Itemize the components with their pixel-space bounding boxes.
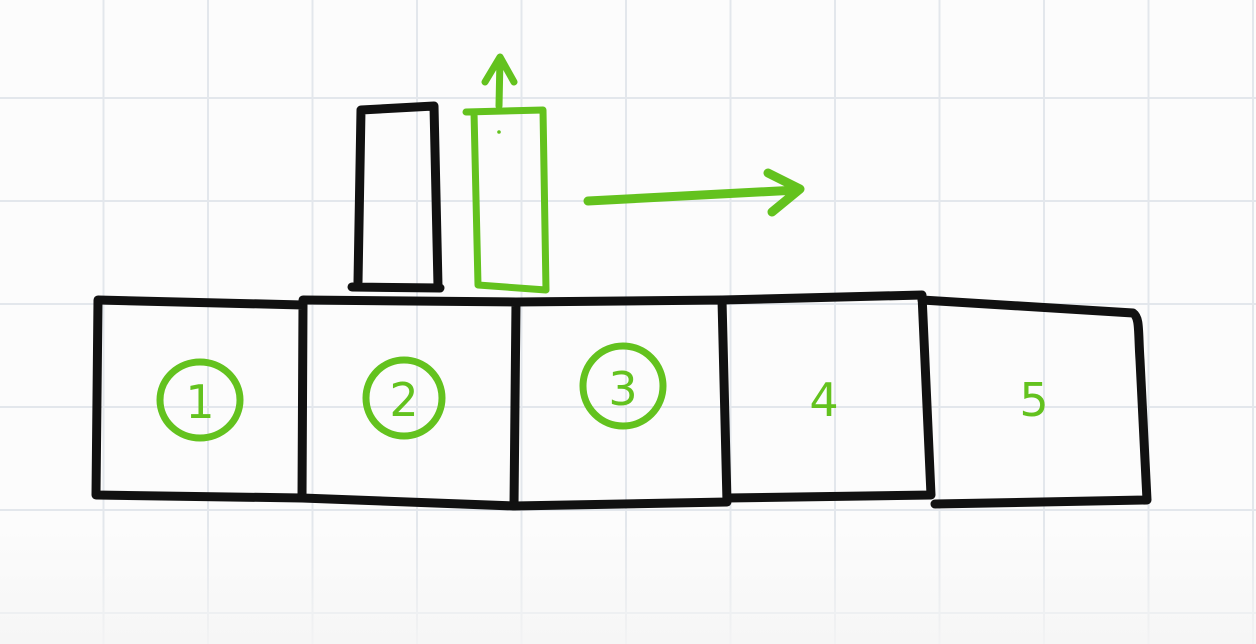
cell-labels: 1 2 3 4 5 (156, 342, 1049, 442)
cell-box-3 (509, 295, 732, 511)
cell-box-5 (917, 295, 1152, 509)
cell-box-2 (297, 295, 521, 511)
dot-mark (497, 130, 501, 134)
cell-label-2: 2 (389, 373, 418, 427)
green-block (462, 106, 550, 294)
cell-label-5: 5 (1019, 373, 1048, 427)
cell-row (91, 290, 1152, 511)
cell-box-4 (717, 290, 936, 503)
cell-label-3: 3 (608, 362, 637, 416)
green-block-group (462, 53, 805, 294)
right-arrow-icon (583, 168, 805, 217)
cell-label-1: 1 (185, 375, 214, 429)
circle-mark-3 (579, 342, 667, 430)
circle-mark-2 (362, 356, 446, 440)
circle-mark-1 (156, 358, 244, 442)
black-block (347, 101, 445, 293)
cell-label-4: 4 (809, 373, 838, 427)
up-arrow-icon (481, 53, 518, 110)
